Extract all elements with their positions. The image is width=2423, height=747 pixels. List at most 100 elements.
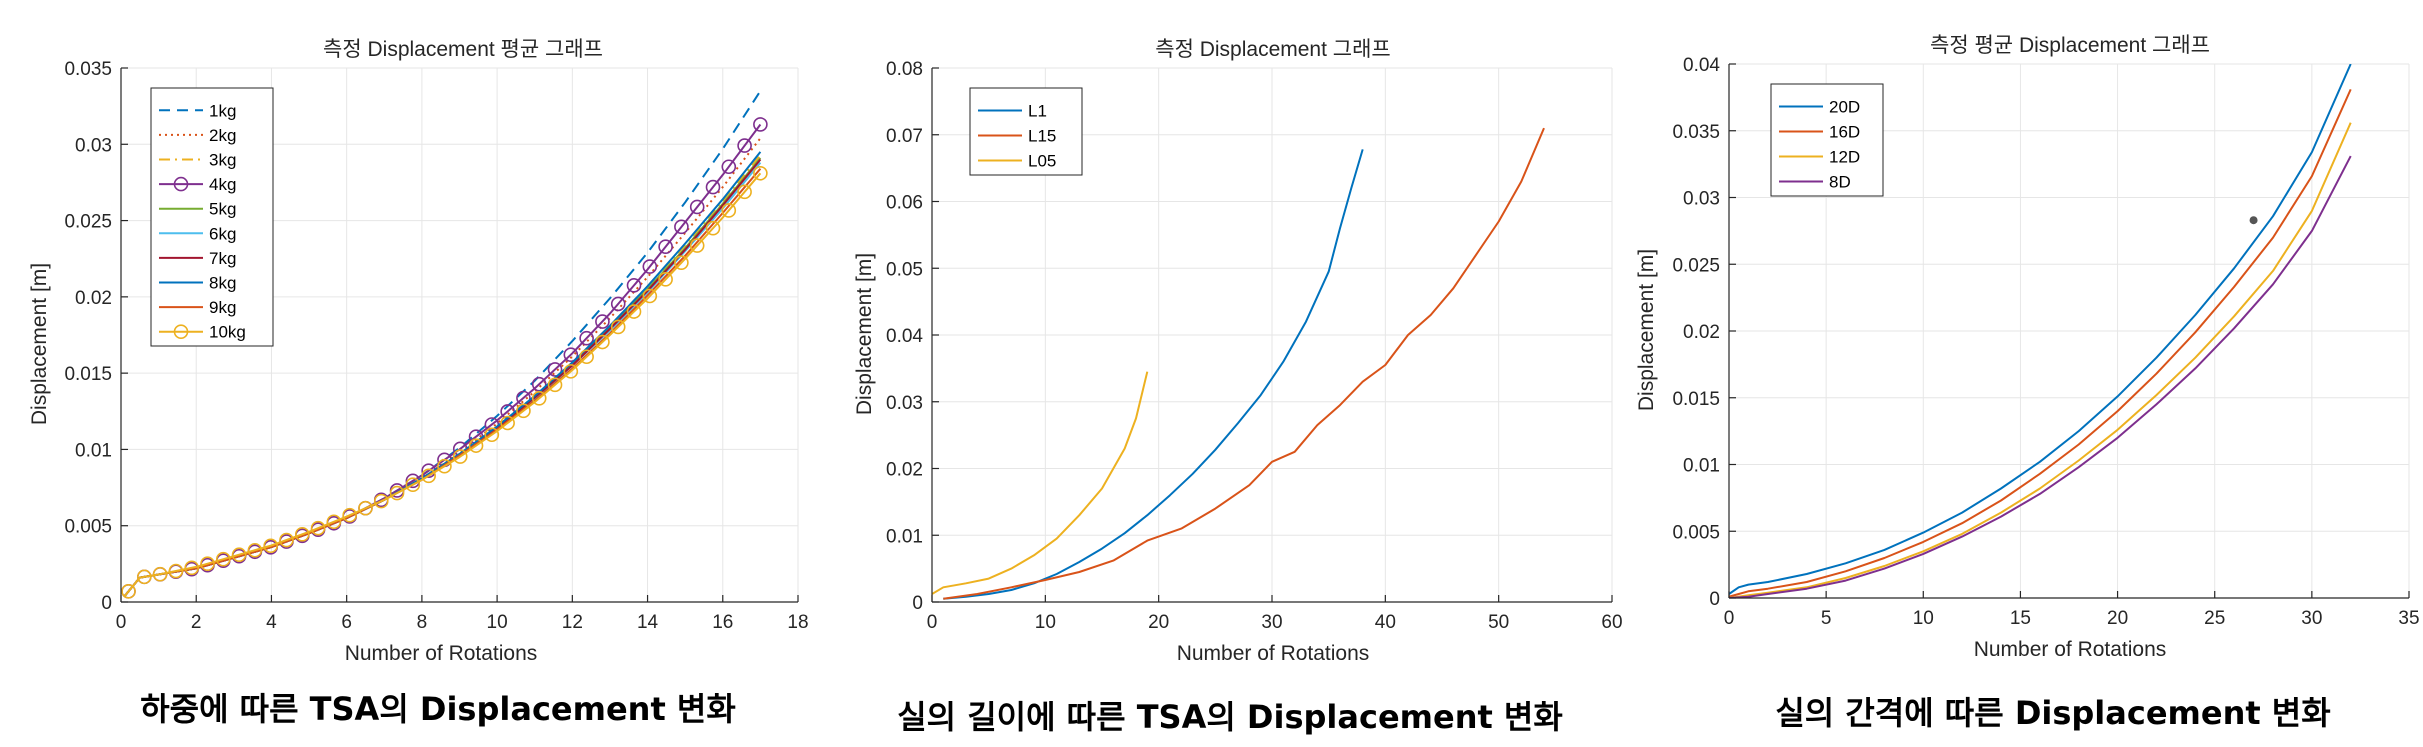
series-line-L1 <box>943 149 1364 600</box>
series-line-12D <box>1729 122 2352 598</box>
legend: L1 L15 L05 <box>969 87 1083 176</box>
y-tick-label: 0.035 <box>1672 122 1720 143</box>
series-group <box>932 127 1545 600</box>
series-marker-4kg <box>626 278 642 293</box>
caption-spacing: 실의 간격에 따른 Displacement 변화 <box>1775 694 2330 732</box>
series-marker-4kg <box>753 117 768 132</box>
chart-length: 측정 Displacement 그래프 0 10 20 30 40 50 60 0 0.01 0.… <box>853 38 1623 665</box>
x-tick-label: 5 <box>1821 608 1832 629</box>
legend-box <box>1770 83 1884 197</box>
x-tick-label: 25 <box>2204 608 2225 629</box>
y-tick-label: 0.03 <box>886 393 923 414</box>
series-marker-10kg <box>658 272 673 287</box>
series-marker-10kg <box>231 547 247 563</box>
y-tick-label: 0.02 <box>75 288 112 309</box>
series-marker-10kg <box>595 334 610 350</box>
series-marker-10kg <box>405 477 421 493</box>
chart-load: 측정 Displacement 평균 그래프 0 2 4 6 8 10 12 14 16 1800… <box>28 38 809 665</box>
series-marker-10kg <box>310 520 326 536</box>
legend-label: 3kg <box>209 151 236 170</box>
legend-label: 12D <box>1829 148 1860 167</box>
series-line-L05 <box>932 371 1149 595</box>
y-axis-label: Displacement [m] <box>1635 249 1658 411</box>
series-marker-10kg <box>721 203 737 218</box>
series-marker-4kg <box>579 330 594 346</box>
legend-label: L1 <box>1028 102 1047 121</box>
y-tick-label: 0.01 <box>886 526 923 547</box>
x-axis-label: Number of Rotations <box>1177 642 1370 665</box>
x-axis-label: Number of Rotations <box>345 642 538 665</box>
y-tick-label: 0.03 <box>1683 189 1720 210</box>
series-marker-10kg <box>689 238 705 253</box>
series-marker-10kg <box>326 514 342 530</box>
y-tick-label: 0.04 <box>1683 55 1720 76</box>
legend-marker-10kg <box>173 324 189 340</box>
plot-area: 0 10 20 30 40 50 60 0 0.01 0.02 0.03 0.04 0.05 0.06 0.… <box>886 59 1623 633</box>
legend-label: L05 <box>1028 152 1056 171</box>
series-marker-10kg <box>737 184 752 200</box>
y-tick-label: 0.02 <box>1683 322 1720 343</box>
x-tick-label: 20 <box>1148 612 1169 633</box>
series-marker-4kg <box>705 179 721 195</box>
legend: 20D 16D 12D 8D <box>1770 83 1884 197</box>
y-axis-label: Displacement [m] <box>853 253 876 415</box>
series-marker-10kg <box>184 560 200 576</box>
x-tick-label: 50 <box>1488 612 1509 633</box>
x-tick-label: 12 <box>562 612 583 633</box>
legend-label: 4kg <box>209 175 236 194</box>
x-tick-label: 30 <box>1261 612 1282 633</box>
y-tick-label: 0.01 <box>75 440 112 461</box>
series-marker-10kg <box>579 349 594 365</box>
series-marker-10kg <box>263 538 278 554</box>
series-marker-10kg <box>152 566 168 582</box>
series-marker-10kg <box>373 493 389 509</box>
annotation-point <box>2249 216 2258 225</box>
chart-title: 측정 Displacement 그래프 <box>1155 38 1391 61</box>
caption-length: 실의 길이에 따른 TSA의 Displacement 변화 <box>897 698 1563 736</box>
series-marker-10kg <box>294 526 310 542</box>
series-marker-10kg <box>389 485 405 501</box>
series-marker-10kg <box>421 468 436 484</box>
legend-label: 10kg <box>209 323 246 342</box>
x-tick-label: 10 <box>1913 608 1934 629</box>
legend-marker-4kg <box>173 176 189 192</box>
series-marker-10kg <box>358 500 373 516</box>
y-axis-label: Displacement [m] <box>28 263 51 425</box>
series-marker-4kg <box>658 239 673 254</box>
series-marker-10kg <box>516 403 531 419</box>
series-group <box>121 90 768 599</box>
chart-title: 측정 Displacement 평균 그래프 <box>323 38 603 61</box>
x-tick-label: 0 <box>1724 608 1735 629</box>
legend-box <box>969 87 1083 176</box>
y-tick-label: 0.025 <box>64 212 112 233</box>
series-marker-10kg <box>626 304 642 319</box>
series-marker-10kg <box>247 542 263 558</box>
legend: 1kg 2kg 3kg 4kg 5kg 6kg 7kg 8kg 9kg 10kg <box>150 87 274 347</box>
x-tick-label: 30 <box>2301 608 2322 629</box>
x-tick-label: 20 <box>2107 608 2128 629</box>
series-marker-4kg <box>610 296 626 312</box>
y-tick-label: 0 <box>101 593 112 614</box>
y-tick-label: 0.07 <box>886 126 923 147</box>
series-marker-4kg <box>563 347 579 363</box>
x-tick-label: 2 <box>191 612 202 633</box>
series-line-L15 <box>943 127 1545 600</box>
y-tick-label: 0.04 <box>886 326 923 347</box>
legend-label: 8D <box>1829 173 1851 192</box>
legend-label: 1kg <box>209 101 236 120</box>
series-line-20D <box>1729 64 2352 595</box>
series-group <box>1729 64 2352 598</box>
x-tick-label: 40 <box>1375 612 1396 633</box>
series-marker-10kg <box>279 532 294 548</box>
series-marker-10kg <box>121 584 136 599</box>
series-marker-10kg <box>168 563 184 579</box>
y-tick-label: 0.035 <box>64 59 112 80</box>
x-tick-label: 14 <box>637 612 659 633</box>
series-marker-10kg <box>137 569 152 585</box>
legend-label: L15 <box>1028 127 1056 146</box>
y-tick-label: 0.01 <box>1683 456 1720 477</box>
y-tick-label: 0.03 <box>75 135 112 156</box>
plot-area: 0 5 10 15 20 25 30 35 0 0.005 0.01 0.015 0.02 0.025 0.… <box>1672 55 2419 629</box>
chart-spacing: 측정 평균 Displacement 그래프 0 5 10 15 20 25 30 35 0 0.… <box>1635 34 2420 661</box>
